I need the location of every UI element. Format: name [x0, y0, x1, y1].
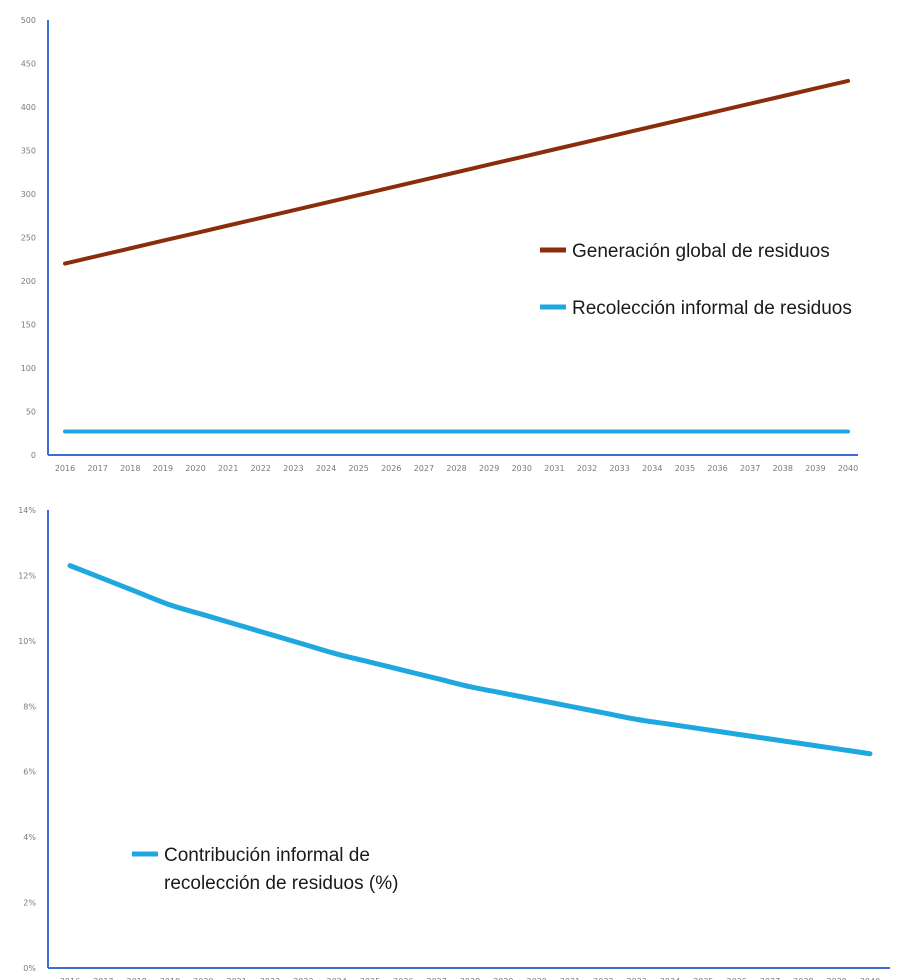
x-tick-label: 2028 — [460, 977, 480, 980]
x-tick-label: 2036 — [726, 977, 746, 980]
chart2-legend: Contribución informal de recolección de … — [132, 845, 398, 894]
chart1-axes — [47, 20, 858, 456]
y-tick-label: 10% — [18, 637, 36, 646]
x-tick-label: 2027 — [426, 977, 446, 980]
chart2-y-ticks: 0% 2% 4% 6% 8% 10% 12% 14% — [18, 506, 36, 973]
x-tick-label: 2019 — [153, 464, 173, 473]
series-line-1 — [67, 563, 873, 757]
y-tick-label: 250 — [21, 234, 36, 243]
x-tick-label: 2029 — [493, 977, 513, 980]
chart2-series — [67, 563, 873, 757]
legend-label-generation: Generación global de residuos — [572, 241, 830, 262]
x-tick-label: 2031 — [560, 977, 580, 980]
x-tick-label: 2030 — [526, 977, 546, 980]
x-tick-label: 2039 — [805, 464, 825, 473]
x-tick-label: 2032 — [577, 464, 597, 473]
chart1-series — [63, 78, 850, 434]
chart1-y-ticks: 0 50 100 150 200 250 300 350 400 450 500 — [21, 16, 36, 460]
x-tick-label: 2023 — [293, 977, 313, 980]
x-tick-label: 2031 — [544, 464, 564, 473]
y-tick-label: 6% — [23, 768, 36, 777]
x-tick-label: 2038 — [773, 464, 793, 473]
y-tick-label: 200 — [21, 277, 36, 286]
y-tick-label: 14% — [18, 506, 36, 515]
y-tick-label: 12% — [18, 571, 36, 580]
y-tick-label: 8% — [23, 702, 36, 711]
x-tick-label: 2024 — [316, 464, 336, 473]
x-tick-label: 2018 — [126, 977, 146, 980]
x-tick-label: 2020 — [193, 977, 213, 980]
y-tick-label: 350 — [21, 147, 36, 156]
x-tick-label: 2024 — [326, 977, 346, 980]
x-tick-label: 2040 — [838, 464, 858, 473]
x-tick-label: 2025 — [348, 464, 368, 473]
x-tick-label: 2021 — [226, 977, 246, 980]
legend-label-informal-collection: Recolección informal de residuos — [572, 298, 852, 319]
x-tick-label: 2039 — [826, 977, 846, 980]
x-tick-label: 2017 — [87, 464, 107, 473]
y-tick-label: 300 — [21, 190, 36, 199]
y-tick-label: 150 — [21, 321, 36, 330]
x-tick-label: 2016 — [60, 977, 80, 980]
x-tick-label: 2019 — [160, 977, 180, 980]
x-tick-label: 2036 — [707, 464, 727, 473]
x-tick-label: 2027 — [414, 464, 434, 473]
x-tick-label: 2025 — [360, 977, 380, 980]
x-tick-label: 2037 — [760, 977, 780, 980]
x-tick-label: 2023 — [283, 464, 303, 473]
x-tick-label: 2026 — [381, 464, 401, 473]
x-tick-label: 2035 — [693, 977, 713, 980]
y-tick-label: 0% — [23, 964, 36, 973]
chart2-x-ticks: 2016 2017 2018 2019 2020 2021 2022 2023 2024 2025… — [60, 977, 880, 980]
y-tick-label: 50 — [26, 408, 36, 417]
y-tick-label: 0 — [31, 451, 36, 460]
chart1-legend: Generación global de residuos Recolecció… — [540, 241, 852, 319]
x-tick-label: 2028 — [446, 464, 466, 473]
x-tick-label: 2029 — [479, 464, 499, 473]
x-tick-label: 2032 — [593, 977, 613, 980]
x-tick-label: 2022 — [260, 977, 280, 980]
chart-informal-contribution-percent: 0% 2% 4% 6% 8% 10% 12% 14% 2016 2017 2018 2019 2020… — [18, 506, 890, 980]
y-tick-label: 400 — [21, 103, 36, 112]
x-tick-label: 2030 — [512, 464, 532, 473]
y-tick-label: 4% — [23, 833, 36, 842]
x-tick-label: 2035 — [675, 464, 695, 473]
chart2-axes — [47, 510, 890, 969]
x-tick-label: 2034 — [660, 977, 680, 980]
x-tick-label: 2021 — [218, 464, 238, 473]
x-tick-label: 2034 — [642, 464, 662, 473]
x-tick-label: 2018 — [120, 464, 140, 473]
x-tick-label: 2037 — [740, 464, 760, 473]
x-tick-label: 2033 — [609, 464, 629, 473]
y-tick-label: 500 — [21, 16, 36, 25]
chart1-x-ticks: 2016 2017 2018 2019 2020 2021 2022 2023 2024 2025… — [55, 464, 858, 473]
x-tick-label: 2022 — [251, 464, 271, 473]
legend-label-informal-contribution-line1: Contribución informal de — [164, 845, 370, 866]
y-tick-label: 450 — [21, 60, 36, 69]
x-tick-label: 2016 — [55, 464, 75, 473]
x-tick-label: 2033 — [626, 977, 646, 980]
series-line-1 — [63, 78, 850, 266]
legend-label-informal-contribution-line2: recolección de residuos (%) — [164, 873, 398, 894]
x-tick-label: 2026 — [393, 977, 413, 980]
x-tick-label: 2040 — [860, 977, 880, 980]
x-tick-label: 2038 — [793, 977, 813, 980]
y-tick-label: 100 — [21, 364, 36, 373]
x-tick-label: 2017 — [93, 977, 113, 980]
y-tick-label: 2% — [23, 899, 36, 908]
x-tick-label: 2020 — [185, 464, 205, 473]
